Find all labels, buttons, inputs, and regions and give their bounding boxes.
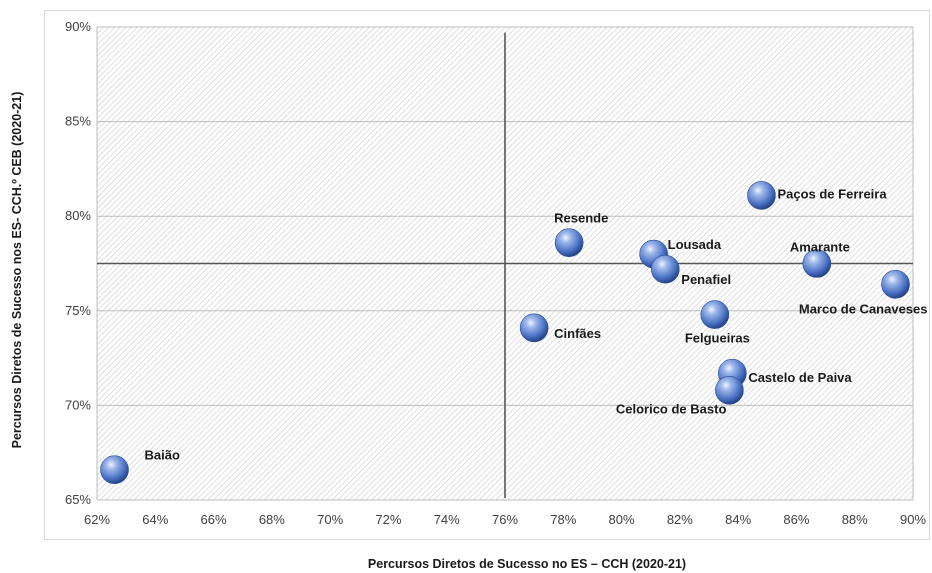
reference-lines bbox=[97, 32, 913, 499]
point-label: Felgueiras bbox=[685, 331, 750, 346]
y-tick-label: 80% bbox=[65, 208, 91, 223]
data-point bbox=[554, 228, 584, 257]
data-point bbox=[881, 270, 910, 299]
data-points bbox=[100, 181, 910, 485]
y-tick-label: 65% bbox=[65, 492, 91, 507]
x-axis-ticks: 62% 64% 66% 68% 70% 72% 74% 76% 78% 80% 82% 84% 86% 8… bbox=[84, 512, 926, 527]
point-label: Castelo de Paiva bbox=[748, 370, 852, 385]
x-tick-label: 90% bbox=[900, 512, 926, 527]
x-tick-label: 70% bbox=[317, 512, 343, 527]
y-axis-ticks: 65% 70% 75% 80% 85% 90% bbox=[65, 19, 91, 507]
data-point bbox=[747, 181, 776, 210]
y-axis-title: Percursos Diretos de Sucesso nos ES- CCH… bbox=[10, 92, 24, 449]
y-tick-label: 70% bbox=[65, 397, 91, 412]
point-label: Baião bbox=[144, 448, 179, 463]
point-label: Resende bbox=[554, 211, 608, 226]
y-tick-label: 85% bbox=[65, 114, 91, 129]
x-tick-label: 80% bbox=[609, 512, 635, 527]
point-label: Paços de Ferreira bbox=[777, 186, 887, 201]
x-tick-label: 62% bbox=[84, 512, 110, 527]
data-point bbox=[715, 375, 744, 405]
x-tick-label: 82% bbox=[667, 512, 693, 527]
x-tick-label: 84% bbox=[725, 512, 751, 527]
x-tick-label: 72% bbox=[375, 512, 401, 527]
data-point bbox=[700, 300, 730, 329]
data-point bbox=[650, 254, 680, 284]
x-tick-label: 74% bbox=[434, 512, 460, 527]
x-tick-label: 68% bbox=[259, 512, 285, 527]
point-labels: Baião Cinfães Resende Lousada Penafiel Felgue… bbox=[144, 186, 927, 462]
x-tick-label: 76% bbox=[492, 512, 518, 527]
x-tick-label: 64% bbox=[142, 512, 168, 527]
data-point bbox=[100, 455, 129, 485]
point-label: Marco de Canaveses bbox=[799, 301, 928, 316]
point-label: Cinfães bbox=[554, 326, 601, 341]
data-point bbox=[519, 313, 549, 343]
x-tick-label: 66% bbox=[201, 512, 227, 527]
x-axis-title: Percursos Diretos de Sucesso no ES – CCH… bbox=[368, 557, 686, 571]
point-label: Lousada bbox=[668, 237, 722, 252]
y-tick-label: 90% bbox=[65, 19, 91, 34]
x-tick-label: 78% bbox=[550, 512, 576, 527]
data-point bbox=[802, 249, 832, 278]
y-tick-label: 75% bbox=[65, 303, 91, 318]
x-tick-label: 86% bbox=[783, 512, 809, 527]
x-tick-label: 88% bbox=[842, 512, 868, 527]
point-label: Penafiel bbox=[681, 272, 731, 287]
point-label: Amarante bbox=[790, 240, 850, 255]
point-label: Celorico de Basto bbox=[616, 401, 727, 416]
